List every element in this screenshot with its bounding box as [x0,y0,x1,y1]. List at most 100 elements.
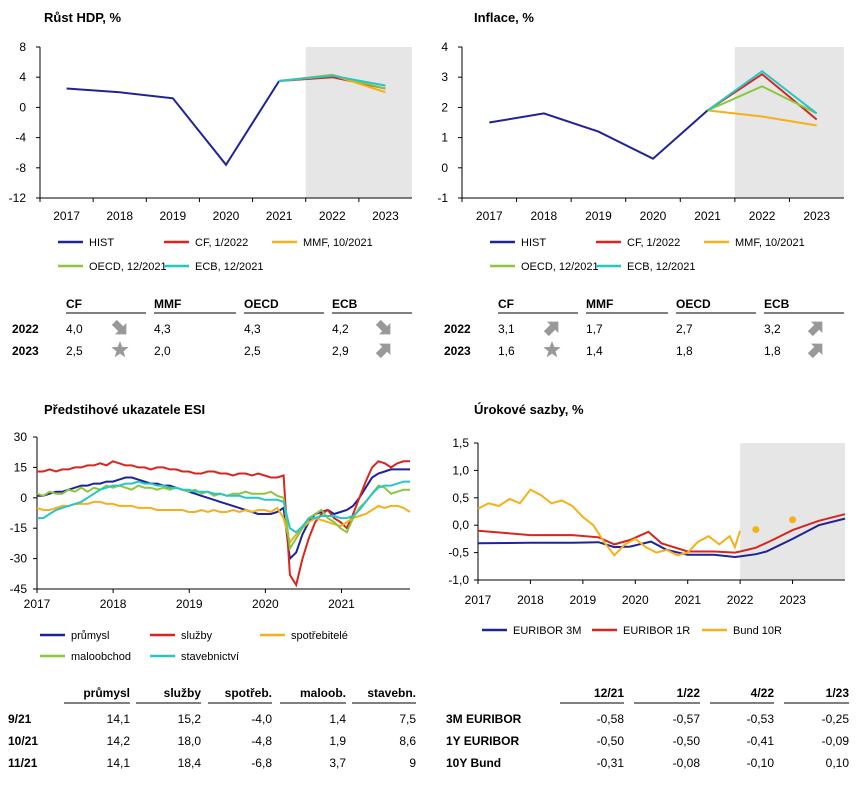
inflation-legend-label: MMF, 10/2021 [735,237,805,249]
gdp-series-line [66,80,280,167]
rates-table-row-label: 1Y EURIBOR [446,734,519,748]
gdp-legend-label: HIST [89,237,114,249]
inflation-series-line [707,85,818,115]
rates-series-line [477,488,742,557]
esi-table-cell: 15,2 [178,712,202,726]
arrow-up-right-icon [543,321,559,337]
rates-y-tick-label: -0,5 [448,546,469,560]
inflation-y-tick-label: 4 [441,40,448,54]
rates-x-tick-label: 2017 [465,593,492,607]
gdp-series-line [279,74,386,87]
rates-x-tick-label: 2022 [727,593,754,607]
inflation-series-line [707,69,818,115]
inflation-table-cell: 3,2 [764,322,781,336]
inflation-title: Inflace, % [474,10,534,25]
esi-x-tick-label: 2017 [24,597,51,611]
esi-table-cell: 14,1 [107,756,131,770]
gdp-x-tick-label: 2019 [160,209,187,223]
gdp-x-tick-label: 2017 [53,209,80,223]
esi-table-row-label: 10/21 [8,734,38,748]
inflation-series-line [489,109,709,160]
esi-table-cell: 9 [409,756,416,770]
rates-table-cell: -0,41 [747,734,775,748]
esi-table-row-label: 11/21 [8,756,38,770]
rates-table-cell: 0,10 [826,756,850,770]
gdp-y-tick-label: -8 [15,161,26,175]
rates-series-line [477,517,846,559]
gdp-y-tick-label: -12 [9,191,27,205]
esi-legend-label: průmysl [71,630,110,642]
rates-legend-label: Bund 10R [733,625,782,637]
gdp-x-tick-label: 2018 [106,209,133,223]
gdp-table-cell: 4,2 [332,322,349,336]
inflation-series-line [707,109,817,127]
gdp-forecast-shade [305,47,412,198]
rates-table-cell: -0,08 [673,756,701,770]
rates-y-tick-label: -1,0 [448,573,469,587]
inflation-table-cell: 1,4 [586,344,603,358]
esi-table-header: stavebn. [367,686,416,700]
esi-y-tick-label: 30 [14,430,28,444]
gdp-table-cell: 2,5 [244,344,261,358]
inflation-table-cell: 3,1 [498,322,515,336]
gdp-y-tick-label: 0 [19,100,26,114]
inflation-forecast-shade [734,47,844,198]
esi-table-cell: 14,1 [107,712,131,726]
rates-x-tick-label: 2020 [622,593,649,607]
esi-legend-label: spotřebitelé [291,630,348,642]
esi-table-cell: 3,7 [329,756,346,770]
rates-x-tick-label: 2021 [674,593,701,607]
esi-x-tick-label: 2019 [176,597,203,611]
gdp-table-header: MMF [154,297,181,311]
rates-table-cell: -0,25 [822,712,850,726]
inflation-x-tick-label: 2019 [585,209,612,223]
esi-legend-label: služby [181,630,213,642]
rates-table-cell: -0,53 [747,712,775,726]
arrow-up-right-icon-shape [543,321,559,337]
gdp-table-cell: 4,3 [244,322,261,336]
inflation-table-cell: 1,8 [676,344,693,358]
esi-table-cell: -6,8 [251,756,272,770]
rates-table-row-label: 3M EURIBOR [446,712,522,726]
rates-y-tick-label: 0,5 [452,491,469,505]
gdp-table-row-label: 2023 [12,344,39,358]
gdp-legend-label: CF, 1/2022 [195,237,248,249]
inflation-y-tick-label: 1 [441,131,448,145]
inflation-table-header: CF [498,297,514,311]
arrow-down-right-icon [375,319,391,335]
esi-table-cell: 7,5 [399,712,416,726]
gdp-table-header: ECB [332,297,358,311]
gdp-y-tick-label: 8 [19,40,26,54]
inflation-y-tick-label: 3 [441,70,448,84]
esi-table-cell: 18,0 [178,734,202,748]
rates-table-cell: -0,10 [747,756,775,770]
rates-y-tick-label: 1,0 [452,463,469,477]
rates-forecast-shade [740,443,845,580]
gdp-title: Růst HDP, % [44,10,122,25]
inflation-x-tick-label: 2022 [749,209,776,223]
star-icon [543,341,561,358]
esi-y-tick-label: -15 [10,521,28,535]
esi-x-tick-label: 2018 [100,597,127,611]
rates-forecast-marker [752,526,760,534]
esi-table-header: maloob. [300,686,346,700]
esi-table-cell: -4,0 [251,712,272,726]
esi-y-tick-label: 0 [20,491,27,505]
rates-legend-label: EURIBOR 1R [623,625,690,637]
esi-table-row-label: 9/21 [8,712,32,726]
gdp-legend-label: OECD, 12/2021 [89,261,167,273]
esi-title: Předstihové ukazatele ESI [44,402,206,417]
rates-table-cell: -0,50 [673,734,701,748]
rates-x-tick-label: 2018 [517,593,544,607]
gdp-x-tick-label: 2023 [372,209,399,223]
arrow-down-right-icon-shape [375,319,391,335]
esi-series-line [37,460,410,588]
inflation-table-cell: 1,7 [586,322,603,336]
esi-table-cell: 14,2 [107,734,131,748]
gdp-table-cell: 4,0 [66,322,83,336]
gdp-x-tick-label: 2020 [213,209,240,223]
esi-table-cell: 1,4 [329,712,346,726]
rates-table-header: 1/23 [826,686,850,700]
gdp-table-row-label: 2022 [12,322,39,336]
